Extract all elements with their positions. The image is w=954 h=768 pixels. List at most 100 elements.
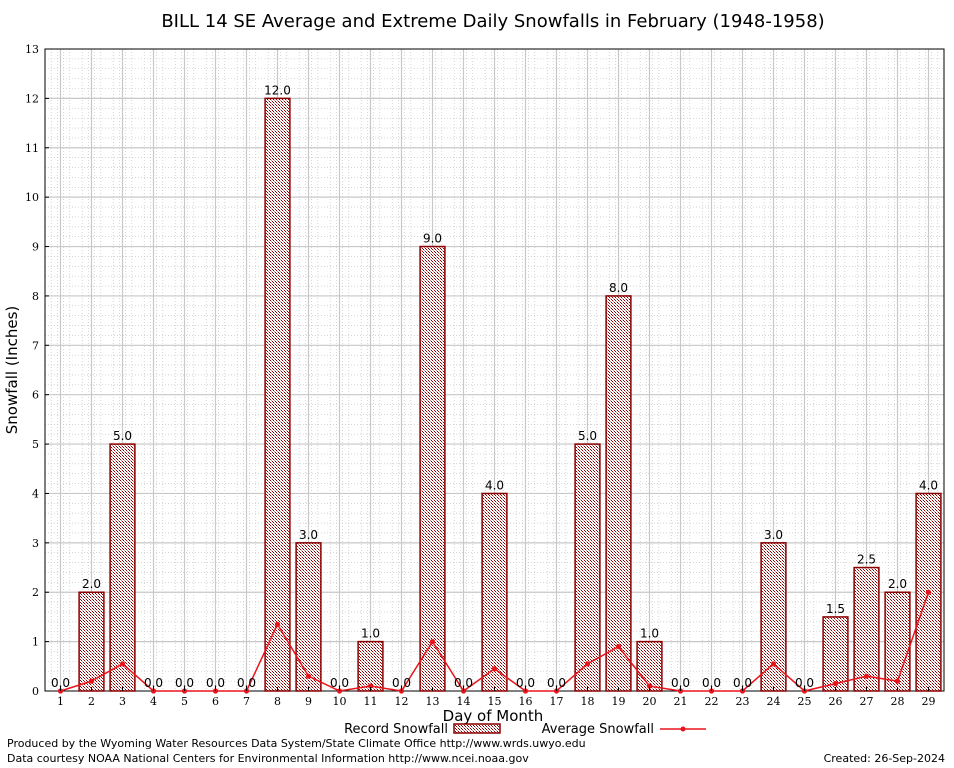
average-point [615, 643, 622, 650]
x-tick-label: 29 [922, 695, 936, 708]
average-line [57, 589, 932, 694]
record-bar [636, 640, 663, 692]
x-tick-label: 24 [767, 695, 781, 708]
record-bar [853, 566, 880, 692]
x-tick-label: 1 [57, 695, 64, 708]
y-tick-label: 5 [32, 438, 39, 451]
record-bar [264, 97, 291, 692]
y-tick-label: 2 [32, 586, 39, 599]
average-point [832, 680, 839, 687]
y-tick-label: 12 [25, 92, 39, 105]
data-labels: 0.0 2.0 5.0 0.0 0.0 0.0 0.0 12.0 3.0 0.0 1.0 0.0 9.0… [51, 83, 938, 690]
x-tick-label: 8 [274, 695, 281, 708]
y-tick-label: 1 [32, 636, 39, 649]
x-tick-label: 11 [364, 695, 378, 708]
y-tick-label: 7 [32, 339, 39, 352]
legend-record-label: Record Snowfall [344, 722, 448, 737]
bar-value-label: 0.0 [702, 676, 721, 690]
bar-value-label: 2.5 [857, 553, 876, 567]
x-tick-label: 22 [705, 695, 719, 708]
legend-record-swatch [453, 723, 501, 734]
legend-average-marker [680, 726, 686, 732]
x-tick-label: 5 [181, 695, 188, 708]
record-bar [822, 616, 849, 692]
y-tick-label: 6 [32, 389, 39, 402]
bar-value-label: 4.0 [919, 478, 938, 492]
bar-value-label: 0.0 [206, 676, 225, 690]
x-tick-label: 7 [243, 695, 250, 708]
record-bar [357, 640, 384, 692]
average-point [863, 673, 870, 679]
y-tick-label: 9 [32, 241, 39, 254]
average-point [646, 683, 653, 689]
y-tick-label: 13 [25, 43, 39, 56]
x-tick-label: 2 [88, 695, 95, 708]
x-tick-label: 9 [305, 695, 312, 708]
x-tick-label: 13 [426, 695, 440, 708]
record-bar [481, 492, 508, 692]
bar-value-label: 4.0 [485, 478, 504, 492]
x-tick-label: 3 [119, 695, 126, 708]
average-point [119, 661, 126, 667]
x-tick-label: 20 [643, 695, 657, 708]
x-tick-label: 15 [488, 695, 502, 708]
bar-value-label: 1.0 [361, 627, 380, 641]
x-tick-label: 19 [612, 695, 626, 708]
bar-value-label: 12.0 [264, 83, 291, 97]
footer-produced-by: Produced by the Wyoming Water Resources … [7, 737, 586, 750]
average-point [925, 589, 932, 595]
x-tick-label: 18 [581, 695, 595, 708]
x-tick-label: 4 [150, 695, 157, 708]
y-tick-label: 10 [25, 191, 39, 204]
x-tick-label: 14 [457, 695, 471, 708]
y-tick-label: 8 [32, 290, 39, 303]
x-tick-label: 28 [891, 695, 905, 708]
grid [45, 49, 944, 691]
bar-value-label: 0.0 [671, 676, 690, 690]
x-tick-label: 12 [395, 695, 409, 708]
average-point [770, 661, 777, 667]
record-bar [78, 591, 105, 692]
x-tick-label: 21 [674, 695, 688, 708]
bar-value-label: 0.0 [516, 676, 535, 690]
y-tick-label: 11 [25, 142, 39, 155]
y-axis-label: Snowfall (Inches) [3, 306, 21, 434]
bar-value-label: 3.0 [299, 528, 318, 542]
legend: Record Snowfall Average Snowfall [344, 722, 706, 737]
bar-value-label: 0.0 [144, 676, 163, 690]
x-tick-label: 10 [333, 695, 347, 708]
bar-value-label: 0.0 [392, 676, 411, 690]
footer-created-date: Created: 26-Sep-2024 [823, 752, 945, 765]
x-tick-label: 16 [519, 695, 533, 708]
bar-value-label: 0.0 [733, 676, 752, 690]
average-point [367, 683, 374, 689]
average-point [584, 661, 591, 667]
axis-ticks: 1 2 3 4 5 6 7 8 9 10 11 12 13 14 15 16 17 18 19 20 21 22 23 24 2… [25, 43, 936, 708]
y-tick-label: 0 [32, 685, 39, 698]
bar-value-label: 2.0 [82, 577, 101, 591]
bar-value-label: 0.0 [237, 676, 256, 690]
record-bar [884, 591, 911, 692]
bar-value-label: 0.0 [330, 676, 349, 690]
record-bar [295, 542, 322, 692]
bar-value-label: 0.0 [547, 676, 566, 690]
record-bar [574, 443, 601, 692]
x-tick-label: 17 [550, 695, 564, 708]
average-point [894, 678, 901, 684]
y-tick-label: 3 [32, 537, 39, 550]
x-tick-label: 23 [736, 695, 750, 708]
chart-title: BILL 14 SE Average and Extreme Daily Sno… [161, 11, 824, 32]
footer-data-courtesy: Data courtesy NOAA National Centers for … [7, 752, 529, 765]
x-tick-label: 27 [860, 695, 874, 708]
bar-value-label: 1.0 [640, 627, 659, 641]
bar-value-label: 0.0 [454, 676, 473, 690]
record-bar [109, 443, 136, 692]
record-bar [760, 542, 787, 692]
record-bars [78, 97, 942, 692]
record-bar [605, 295, 632, 692]
x-tick-label: 6 [212, 695, 219, 708]
bar-value-label: 2.0 [888, 577, 907, 591]
bar-value-label: 3.0 [764, 528, 783, 542]
x-tick-label: 26 [829, 695, 843, 708]
